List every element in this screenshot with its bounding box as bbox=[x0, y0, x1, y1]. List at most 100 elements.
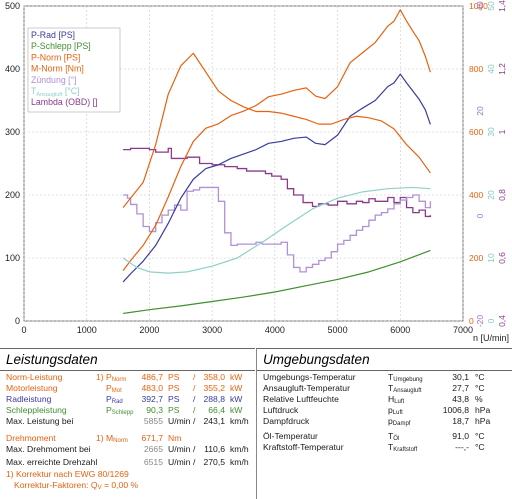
lambda-axis-tick: 1,4 bbox=[497, 0, 507, 12]
row-value-2: 243,1 bbox=[203, 416, 225, 426]
legend-entry: P-Rad [PS] bbox=[31, 30, 75, 40]
x-tick-label: 6000 bbox=[390, 325, 410, 335]
legend-box bbox=[27, 27, 121, 113]
env-label: Öl-Temperatur bbox=[263, 431, 318, 441]
zuendung-line bbox=[123, 186, 432, 273]
footnote-factors: Korrektur-Faktoren: QV = 0,00 % bbox=[0, 479, 255, 491]
env-value: 27,7 bbox=[452, 383, 469, 393]
umgebungsdaten-title: Umgebungsdaten bbox=[257, 349, 512, 371]
x-tick-label: 7000 bbox=[453, 325, 473, 335]
zuendung-axis-tick: 40 bbox=[475, 1, 485, 11]
env-symbol: pLuft bbox=[388, 405, 403, 416]
row-label: Max. Drehmoment bei bbox=[6, 444, 91, 454]
row-unit-2: km/h bbox=[230, 416, 249, 426]
row-value-2: 270,5 bbox=[203, 457, 225, 467]
env-unit: °C bbox=[475, 372, 485, 382]
env-symbol: TÖl bbox=[388, 431, 400, 442]
env-unit: °C bbox=[475, 383, 485, 393]
umgebung-row: Dampfdruck pDampf 18,7 hPa bbox=[257, 415, 512, 427]
chart-legend: P-Rad [PS]P-Schlepp [PS]P-Norm [PS] M-Nor… bbox=[27, 27, 121, 113]
x-tick-label: 4000 bbox=[265, 325, 285, 335]
row-value-1: 486,7 bbox=[141, 372, 163, 382]
row-slash: / bbox=[193, 416, 196, 426]
umgebung-row: Öl-Temperatur TÖl 91,0 °C bbox=[257, 430, 512, 442]
env-label: Relative Luftfeuchte bbox=[263, 394, 339, 404]
ansaug-axis-tick: 40 bbox=[486, 64, 496, 74]
lambda-axis-tick: 0,8 bbox=[497, 189, 507, 201]
leistung-row: Motorleistung PMot 483,0 PS / 355,2 kW bbox=[0, 382, 255, 394]
row-value-1: 90,3 bbox=[146, 405, 163, 415]
row-note: 1) bbox=[96, 433, 104, 443]
row-unit-2: kW bbox=[230, 405, 243, 415]
row-label: Motorleistung bbox=[6, 383, 58, 393]
env-value: 91,0 bbox=[452, 431, 469, 441]
chart-axes: 0 1000 2000 3000 4000 5000 6000 700001002003004… bbox=[5, 0, 509, 343]
env-unit: hPa bbox=[475, 405, 491, 415]
footnote-correction: 1) Korrektur nach EWG 80/1269 bbox=[0, 468, 255, 480]
env-value: 30,1 bbox=[452, 372, 469, 382]
legend-entry: Lambda (OBD) [] bbox=[31, 97, 98, 107]
umgebungsdaten-panel: Umgebungsdaten Umgebungs-Temperatur TUmge… bbox=[256, 348, 512, 499]
y-tick-label: 200 bbox=[5, 190, 20, 200]
row-slash: / bbox=[193, 405, 196, 415]
p_schlepp-line bbox=[123, 249, 431, 315]
row-value-2: 355,2 bbox=[203, 383, 225, 393]
y-tick-label: 500 bbox=[5, 1, 20, 11]
env-label: Ansaugluft-Temperatur bbox=[263, 383, 350, 393]
leistung-row: Schleppleistung PSchlepp 90,3 PS / 66,4 kW bbox=[0, 404, 255, 416]
row-value-2: 66,4 bbox=[208, 405, 225, 415]
row-unit-1: Nm bbox=[168, 433, 182, 443]
leistung-row: Radleistung PRad 392,7 PS / 288,8 kW bbox=[0, 393, 255, 405]
ansaug-axis-tick: 20 bbox=[486, 190, 496, 200]
row-label: Drehmoment bbox=[6, 433, 56, 443]
row-unit-1: PS bbox=[168, 405, 180, 415]
env-symbol: pDampf bbox=[388, 416, 411, 427]
leistung-row: Max. erreichte Drehzahl 6515 U/min/ 270,5 km… bbox=[0, 456, 255, 468]
x-tick-label: 0 bbox=[21, 325, 26, 335]
legend-entry: TAnsaugluft [°C] bbox=[31, 86, 80, 98]
lambda-axis-tick: 0,4 bbox=[497, 315, 507, 327]
footnote-2: Korrektur-Faktoren: QV = 0,00 % bbox=[14, 480, 139, 491]
ansaug-axis-tick: 0 bbox=[486, 318, 496, 323]
env-label: Luftdruck bbox=[263, 405, 299, 415]
row-unit-1: U/min bbox=[168, 416, 191, 426]
p_rad-line bbox=[122, 73, 431, 283]
footnote-1: 1) Korrektur nach EWG 80/1269 bbox=[6, 469, 129, 479]
row-unit-2: kW bbox=[230, 383, 243, 393]
row-unit-1: U/min bbox=[168, 457, 191, 467]
ansaug-axis-tick: 10 bbox=[486, 253, 496, 263]
row-value-1: 483,0 bbox=[141, 383, 163, 393]
row-slash: / bbox=[193, 383, 196, 393]
row-unit-1: PS bbox=[168, 372, 180, 382]
zuendung-axis-tick: 0 bbox=[475, 213, 485, 218]
row-value-2: 288,8 bbox=[203, 394, 225, 404]
row-label: Radleistung bbox=[6, 394, 52, 404]
leistung-row: Max. Drehmoment bei 2665 U/min/ 110,6 km/h bbox=[0, 443, 255, 455]
row-slash: / bbox=[193, 457, 196, 467]
row-unit-2: kW bbox=[230, 394, 243, 404]
row-slash: / bbox=[193, 372, 196, 382]
lambda-line bbox=[123, 147, 432, 218]
env-symbol: TKraftstoff bbox=[388, 442, 418, 453]
row-unit-1: PS bbox=[168, 383, 180, 393]
umgebung-row: Relative Luftfeuchte HLuft 43,8% bbox=[257, 393, 512, 405]
row-unit-2: km/h bbox=[230, 457, 249, 467]
nm-axis-tick: 0 bbox=[469, 316, 474, 326]
row-slash: / bbox=[193, 444, 196, 454]
env-symbol: TAnsaugluft bbox=[388, 383, 422, 394]
row-note: 1) bbox=[96, 372, 104, 382]
row-value-2: 110,6 bbox=[204, 444, 225, 454]
y-tick-label: 0 bbox=[15, 316, 20, 326]
umgebung-row: Luftdruck pLuft 1006,8 hPa bbox=[257, 404, 512, 416]
y-tick-label: 300 bbox=[5, 127, 20, 137]
env-label: Umgebungs-Temperatur bbox=[263, 372, 356, 382]
row-label: Max. erreichte Drehzahl bbox=[6, 457, 98, 467]
env-symbol: TUmgebung bbox=[388, 372, 423, 383]
env-symbol: HLuft bbox=[388, 394, 405, 405]
leistung-row: Norm-Leistung 1) PNorm 486,7 PS / 358,0 kW bbox=[0, 371, 255, 383]
env-value: 1006,8 bbox=[442, 405, 469, 415]
row-symbol: PRad bbox=[106, 394, 123, 405]
leistungsdaten-panel: Leistungsdaten Norm-Leistung 1) PNorm 486,7… bbox=[0, 348, 255, 499]
lambda-axis-tick: 1 bbox=[497, 129, 507, 134]
row-unit-2: kW bbox=[230, 372, 243, 382]
